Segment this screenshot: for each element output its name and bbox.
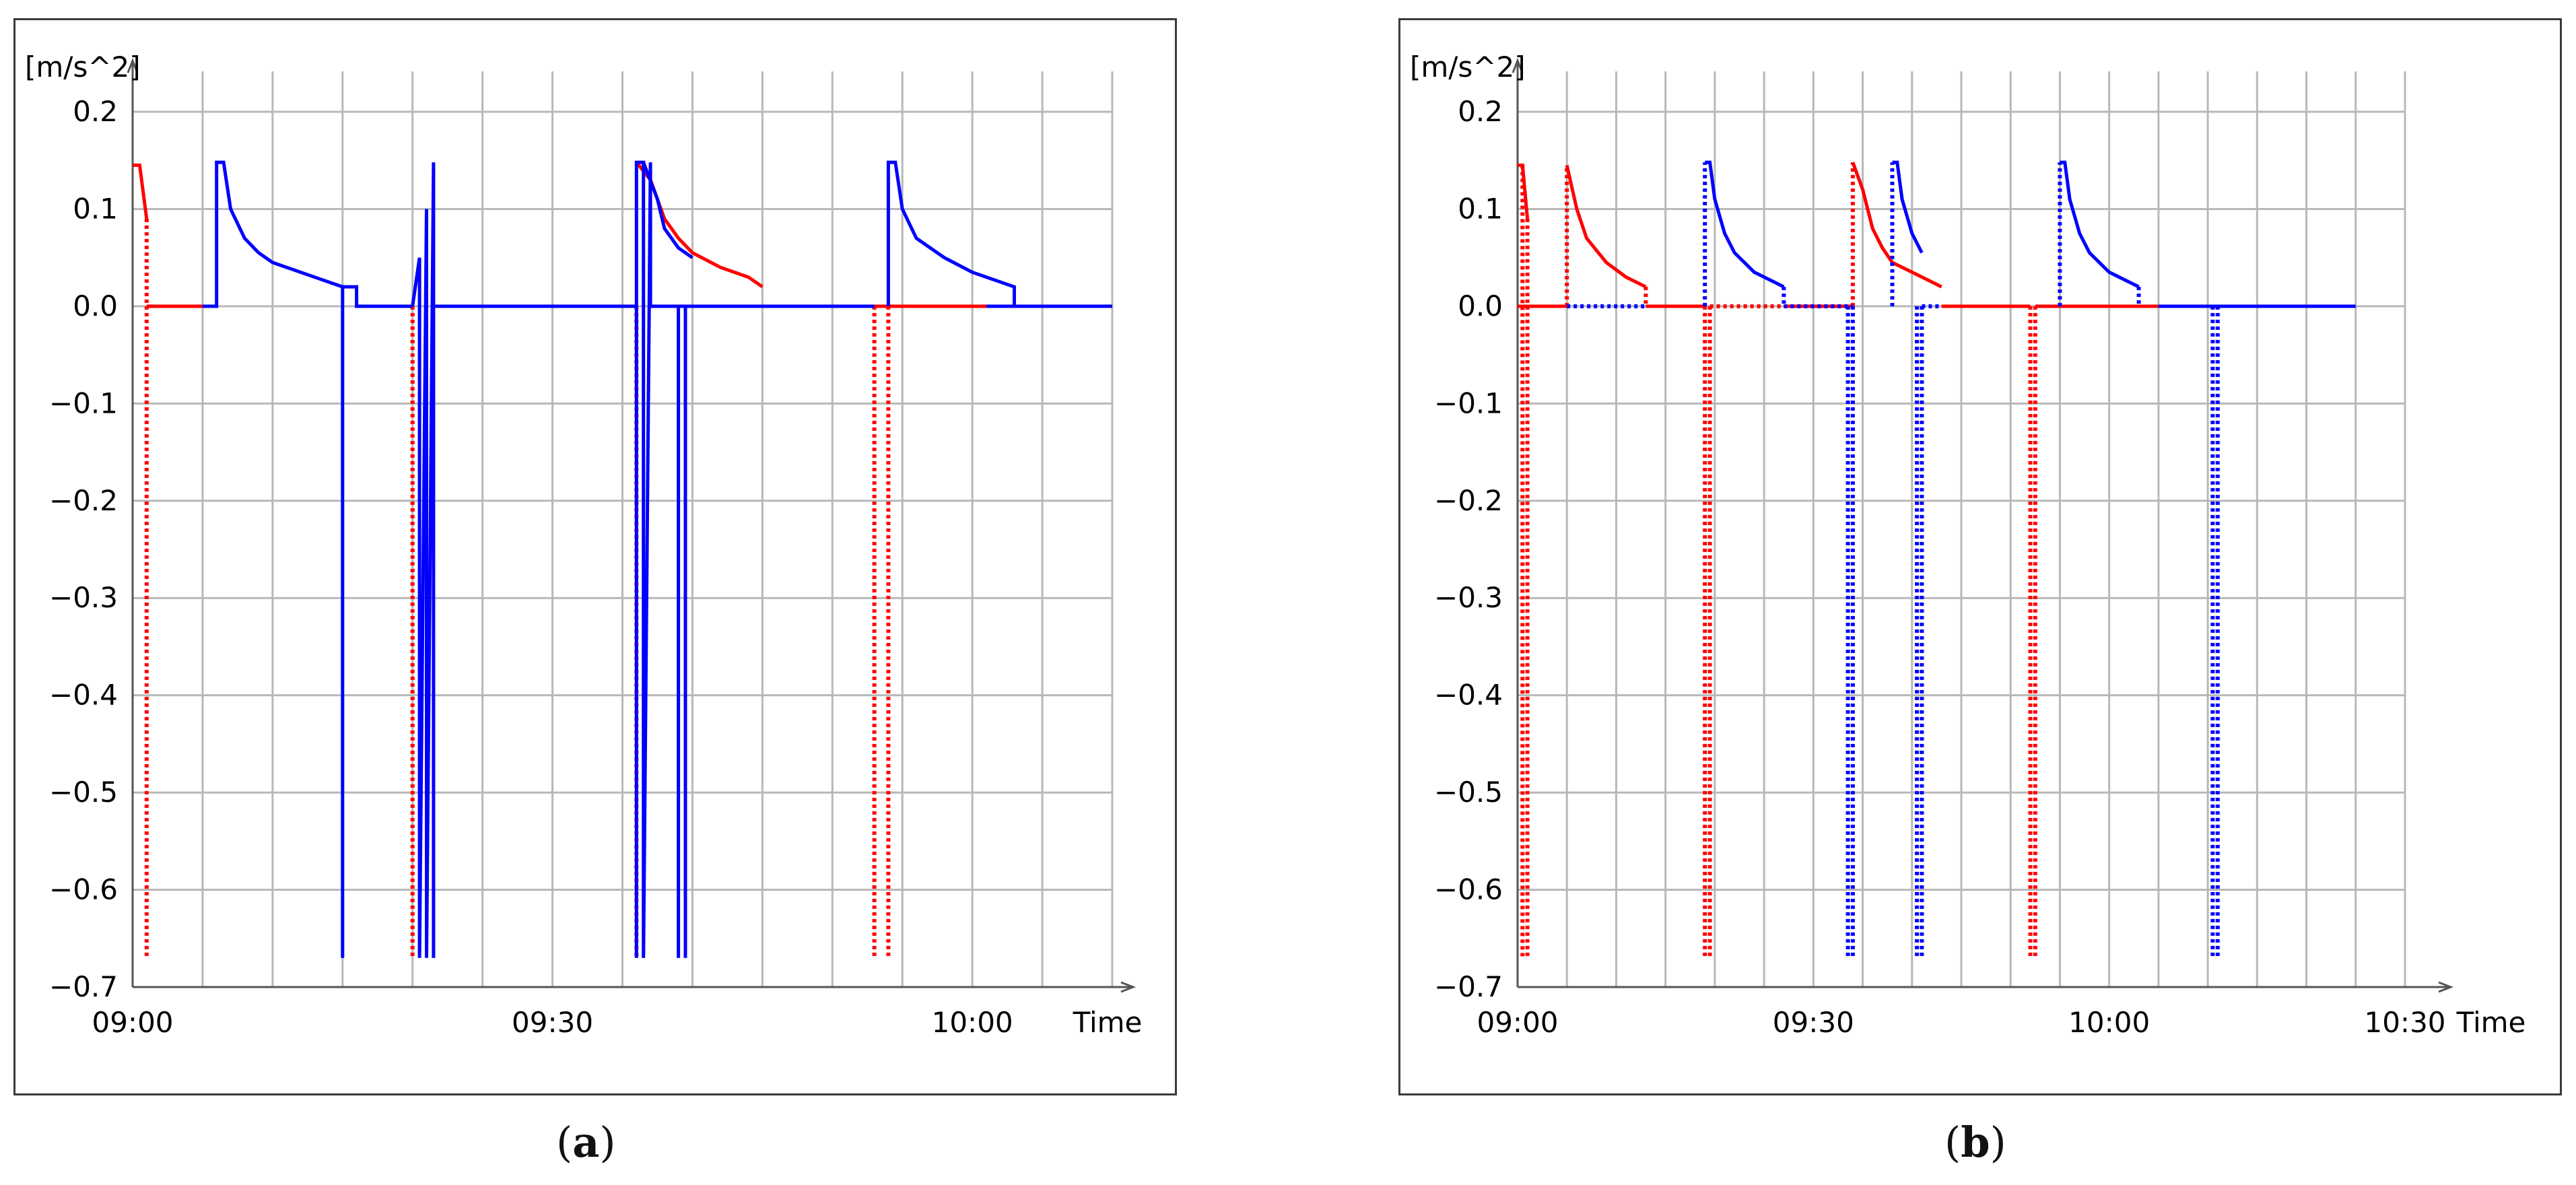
y-axis-label: [m/s^2] [1410, 50, 1526, 83]
y-tick-label: −0.7 [1434, 970, 1503, 1003]
series-line-segment [1565, 164, 1647, 289]
series-line-segment [635, 161, 764, 289]
y-tick-label: −0.5 [49, 776, 118, 809]
y-tick-label: 0.2 [73, 95, 118, 128]
caption-a-close: ) [599, 1118, 616, 1167]
y-tick-label: 0.0 [1458, 290, 1503, 323]
chart-panel-a: 0.2 0.1 0.0 −0.1 −0.2 −0.3 −0.4 −0.5 −0.6 −0.7 [m/… [13, 18, 1177, 1095]
y-tick-label: −0.1 [49, 386, 118, 419]
chart-b-svg: 0.2 0.1 0.0 −0.1 −0.2 −0.3 −0.4 −0.5 −0.6 −0.7 [m/… [1410, 50, 2526, 1039]
axes-group [127, 57, 1137, 993]
x-axis-label: Time [2456, 1006, 2526, 1039]
series-line-segment [886, 160, 1016, 306]
grid-group [133, 71, 1114, 987]
caption-b-open: ( [1944, 1118, 1961, 1167]
chart-panel-b: 0.2 0.1 0.0 −0.1 −0.2 −0.3 −0.4 −0.5 −0.6 −0.7 [m/… [1398, 18, 2562, 1095]
series-line-segment [1892, 160, 1924, 254]
y-axis-arrow-icon [127, 57, 139, 73]
series-blue [1567, 160, 2356, 958]
caption-a-open: ( [556, 1118, 573, 1167]
y-tick-label: 0.2 [1458, 95, 1503, 128]
y-tick-label: −0.2 [49, 484, 118, 517]
series-red [1518, 162, 2159, 958]
series-line-segment [202, 160, 345, 958]
x-tick-label: 09:00 [1477, 1006, 1558, 1039]
y-tick-label: −0.3 [49, 581, 118, 614]
y-tick-label: −0.1 [1434, 386, 1503, 419]
y-tick-label: 0.1 [1458, 192, 1503, 225]
caption-a-letter: a [572, 1118, 600, 1167]
x-axis-label: Time [1073, 1006, 1143, 1039]
grid-group [1518, 71, 2406, 987]
caption-a: (a) [556, 1118, 616, 1167]
series-line-segment [411, 162, 436, 958]
series-line-segment [342, 285, 413, 308]
caption-b: (b) [1944, 1118, 2006, 1167]
x-axis-arrow-icon [1120, 981, 1137, 993]
y-tick-label: −0.3 [1434, 581, 1503, 614]
y-tick-label: −0.6 [49, 873, 118, 906]
y-tick-label: 0.1 [73, 192, 118, 225]
series-line-segment [433, 160, 652, 958]
y-tick-label: 0.0 [73, 290, 118, 323]
caption-b-letter: b [1961, 1118, 1990, 1167]
x-axis-arrow-icon [2438, 981, 2454, 993]
axes-group [1512, 57, 2454, 993]
x-tick-label: 10:00 [2068, 1006, 2150, 1039]
x-tick-label: 10:30 [2364, 1006, 2445, 1039]
series-red [133, 161, 986, 958]
y-tick-label: −0.7 [49, 970, 118, 1003]
series-line-segment [133, 163, 149, 219]
caption-b-close: ) [1990, 1118, 2006, 1167]
y-tick-label: −0.6 [1434, 873, 1503, 906]
y-tick-label: −0.4 [1434, 679, 1503, 712]
x-tick-label: 09:30 [512, 1006, 593, 1039]
y-axis-arrow-icon [1512, 57, 1524, 73]
series-line-segment [642, 162, 693, 259]
series-line-segment [1851, 162, 1942, 289]
series-line-segment [1705, 160, 1785, 289]
y-tick-label: −0.2 [1434, 484, 1503, 517]
x-tick-label: 09:00 [92, 1006, 173, 1039]
x-tick-label: 10:00 [932, 1006, 1013, 1039]
y-tick-label: −0.4 [49, 679, 118, 712]
y-tick-label: −0.5 [1434, 776, 1503, 809]
x-tick-label: 09:30 [1773, 1006, 1854, 1039]
series-line-segment [2060, 160, 2140, 289]
chart-a-svg: 0.2 0.1 0.0 −0.1 −0.2 −0.3 −0.4 −0.5 −0.6 −0.7 [m/… [25, 50, 1143, 1039]
series-blue [202, 160, 1112, 958]
y-axis-label: [m/s^2] [25, 50, 141, 83]
